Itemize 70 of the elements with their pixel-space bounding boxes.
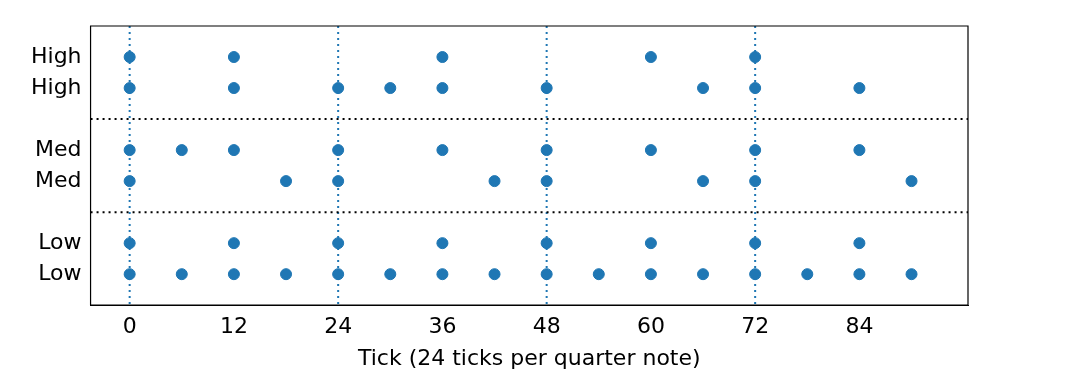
y-tick-label: Med: [35, 135, 82, 161]
point: [697, 268, 710, 281]
point: [280, 268, 293, 281]
point: [384, 82, 397, 95]
point: [644, 268, 657, 281]
point: [540, 268, 553, 281]
point: [853, 144, 866, 157]
point: [175, 144, 188, 157]
point: [540, 144, 553, 157]
point: [227, 82, 240, 95]
point: [227, 268, 240, 281]
point: [436, 51, 449, 64]
point: [332, 237, 345, 250]
point: [592, 268, 605, 281]
point: [332, 82, 345, 95]
y-tick-label: Low: [38, 228, 82, 254]
point: [227, 144, 240, 157]
point: [749, 51, 762, 64]
point: [853, 82, 866, 95]
point: [853, 237, 866, 250]
point: [123, 237, 136, 250]
point: [644, 237, 657, 250]
point: [123, 144, 136, 157]
point: [801, 268, 814, 281]
x-axis-title: Tick (24 ticks per quarter note): [356, 344, 701, 370]
point: [123, 82, 136, 95]
x-tick-label: 12: [219, 313, 248, 339]
x-tick-label: 48: [532, 313, 561, 339]
point: [540, 237, 553, 250]
x-tick-label: 24: [324, 313, 353, 339]
point: [644, 144, 657, 157]
x-tick-label: 84: [845, 313, 874, 339]
point: [540, 82, 553, 95]
point: [644, 51, 657, 64]
point: [749, 237, 762, 250]
point: [123, 51, 136, 64]
point: [280, 175, 293, 188]
point: [905, 268, 918, 281]
point: [332, 175, 345, 188]
point: [332, 268, 345, 281]
point: [175, 268, 188, 281]
y-tick-label: Med: [35, 166, 82, 192]
point: [488, 175, 501, 188]
x-tick-label: 72: [741, 313, 770, 339]
point: [384, 268, 397, 281]
y-tick-label: High: [30, 42, 82, 68]
point: [436, 268, 449, 281]
point: [436, 144, 449, 157]
point: [749, 82, 762, 95]
point: [749, 144, 762, 157]
point: [488, 268, 501, 281]
point: [436, 237, 449, 250]
point: [227, 237, 240, 250]
point: [749, 175, 762, 188]
point: [853, 268, 866, 281]
point: [436, 82, 449, 95]
point: [332, 144, 345, 157]
y-tick-label: High: [30, 73, 82, 99]
point: [905, 175, 918, 188]
point: [123, 268, 136, 281]
x-tick-label: 60: [636, 313, 665, 339]
point: [697, 82, 710, 95]
point: [540, 175, 553, 188]
x-tick-label: 0: [122, 313, 137, 339]
point: [227, 51, 240, 64]
point: [123, 175, 136, 188]
point: [749, 268, 762, 281]
point: [697, 175, 710, 188]
y-tick-label: Low: [38, 259, 82, 285]
x-tick-label: 36: [428, 313, 457, 339]
